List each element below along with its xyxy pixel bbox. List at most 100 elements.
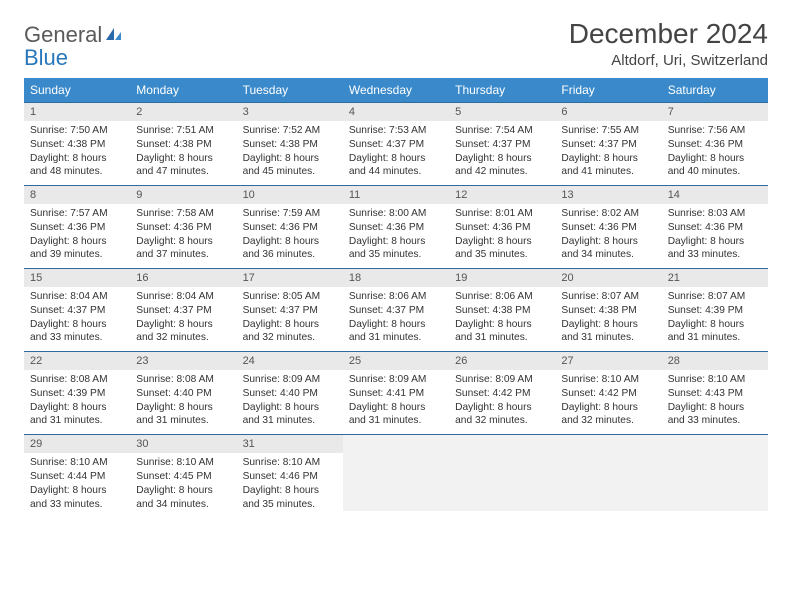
daylight-text: Daylight: 8 hours [349, 235, 443, 249]
daylight-text: and 45 minutes. [243, 165, 337, 179]
day-number: 25 [343, 352, 449, 370]
daylight-text: Daylight: 8 hours [243, 484, 337, 498]
sunset-text: Sunset: 4:42 PM [455, 387, 549, 401]
daylight-text: and 47 minutes. [136, 165, 230, 179]
day-body: Sunrise: 8:06 AMSunset: 4:37 PMDaylight:… [343, 287, 449, 351]
day-body: Sunrise: 8:09 AMSunset: 4:42 PMDaylight:… [449, 370, 555, 434]
day-cell: 8Sunrise: 7:57 AMSunset: 4:36 PMDaylight… [24, 186, 130, 269]
daylight-text: Daylight: 8 hours [668, 235, 762, 249]
sunrise-text: Sunrise: 8:05 AM [243, 290, 337, 304]
sunset-text: Sunset: 4:37 PM [243, 304, 337, 318]
daylight-text: and 37 minutes. [136, 248, 230, 262]
day-cell: 10Sunrise: 7:59 AMSunset: 4:36 PMDayligh… [237, 186, 343, 269]
daylight-text: and 35 minutes. [243, 498, 337, 512]
daylight-text: Daylight: 8 hours [668, 152, 762, 166]
day-cell: 15 Sunrise: 8:04 AMSunset: 4:37 PMDayligh… [24, 269, 130, 352]
day-number: 18 [343, 269, 449, 287]
day-header-tue: Tuesday [237, 78, 343, 103]
daylight-text: Daylight: 8 hours [455, 318, 549, 332]
daylight-text: and 31 minutes. [136, 414, 230, 428]
day-body: Sunrise: 8:08 AMSunset: 4:39 PMDaylight:… [24, 370, 130, 434]
daylight-text: Daylight: 8 hours [136, 401, 230, 415]
sunset-text: Sunset: 4:40 PM [136, 387, 230, 401]
daylight-text: and 33 minutes. [30, 498, 124, 512]
week-row: 15Sunrise: 8:04 AMSunset: 4:37 PMDayligh… [24, 269, 768, 352]
day-cell: 7Sunrise: 7:56 AMSunset: 4:36 PMDaylight… [662, 103, 768, 186]
sunrise-text: Sunrise: 8:06 AM [349, 290, 443, 304]
day-number: 12 [449, 186, 555, 204]
daylight-text: Daylight: 8 hours [243, 401, 337, 415]
sunrise-text: Sunrise: 7:51 AM [136, 124, 230, 138]
day-number: 9 [130, 186, 236, 204]
sunrise-text: Sunrise: 7:54 AM [455, 124, 549, 138]
daylight-text: Daylight: 8 hours [243, 152, 337, 166]
daylight-text: and 32 minutes. [561, 414, 655, 428]
sunrise-text: Sunrise: 7:55 AM [561, 124, 655, 138]
day-body: Sunrise: 7:52 AMSunset: 4:38 PMDaylight:… [237, 121, 343, 185]
day-body: Sunrise: 7:58 AMSunset: 4:36 PMDaylight:… [130, 204, 236, 268]
sunrise-text: Sunrise: 8:08 AM [136, 373, 230, 387]
daylight-text: Daylight: 8 hours [136, 235, 230, 249]
sunrise-text: Sunrise: 8:07 AM [668, 290, 762, 304]
sunset-text: Sunset: 4:36 PM [30, 221, 124, 235]
daylight-text: and 39 minutes. [30, 248, 124, 262]
sunrise-text: Sunrise: 8:08 AM [30, 373, 124, 387]
daylight-text: and 31 minutes. [243, 414, 337, 428]
sunset-text: Sunset: 4:38 PM [561, 304, 655, 318]
week-row: 8Sunrise: 7:57 AMSunset: 4:36 PMDaylight… [24, 186, 768, 269]
sunrise-text: Sunrise: 8:07 AM [561, 290, 655, 304]
day-number: 19 [449, 269, 555, 287]
day-cell: 16Sunrise: 8:04 AMSunset: 4:37 PMDayligh… [130, 269, 236, 352]
sunset-text: Sunset: 4:37 PM [30, 304, 124, 318]
sunset-text: Sunset: 4:36 PM [455, 221, 549, 235]
title-block: December 2024 Altdorf, Uri, Switzerland [569, 18, 768, 69]
daylight-text: Daylight: 8 hours [455, 152, 549, 166]
sunset-text: Sunset: 4:36 PM [668, 138, 762, 152]
day-number: 1 [24, 103, 130, 121]
day-body-empty [343, 453, 449, 511]
sunset-text: Sunset: 4:36 PM [668, 221, 762, 235]
sunrise-text: Sunrise: 7:56 AM [668, 124, 762, 138]
daylight-text: and 32 minutes. [136, 331, 230, 345]
day-cell: 2Sunrise: 7:51 AMSunset: 4:38 PMDaylight… [130, 103, 236, 186]
day-number: 7 [662, 103, 768, 121]
daylight-text: Daylight: 8 hours [30, 318, 124, 332]
day-header-fri: Friday [555, 78, 661, 103]
day-body: Sunrise: 8:05 AMSunset: 4:37 PMDaylight:… [237, 287, 343, 351]
daylight-text: Daylight: 8 hours [136, 484, 230, 498]
day-cell: 31Sunrise: 8:10 AMSunset: 4:46 PMDayligh… [237, 435, 343, 518]
day-number: 17 [237, 269, 343, 287]
daylight-text: Daylight: 8 hours [30, 152, 124, 166]
logo-text-general: General [24, 22, 102, 47]
day-body-empty [555, 453, 661, 511]
daylight-text: Daylight: 8 hours [561, 401, 655, 415]
daylight-text: Daylight: 8 hours [136, 318, 230, 332]
day-number: 3 [237, 103, 343, 121]
day-number-empty [662, 435, 768, 453]
day-number: 15 [24, 269, 130, 287]
week-row: 1Sunrise: 7:50 AMSunset: 4:38 PMDaylight… [24, 103, 768, 186]
day-number-empty [555, 435, 661, 453]
sunset-text: Sunset: 4:45 PM [136, 470, 230, 484]
sunrise-text: Sunrise: 8:04 AM [30, 290, 124, 304]
sunrise-text: Sunrise: 7:50 AM [30, 124, 124, 138]
day-body: Sunrise: 8:02 AMSunset: 4:36 PMDaylight:… [555, 204, 661, 268]
daylight-text: Daylight: 8 hours [243, 235, 337, 249]
day-cell [555, 435, 661, 518]
day-cell: 21Sunrise: 8:07 AMSunset: 4:39 PMDayligh… [662, 269, 768, 352]
day-cell: 18Sunrise: 8:06 AMSunset: 4:37 PMDayligh… [343, 269, 449, 352]
day-body: Sunrise: 8:10 AMSunset: 4:46 PMDaylight:… [237, 453, 343, 517]
day-header-mon: Monday [130, 78, 236, 103]
week-row: 22Sunrise: 8:08 AMSunset: 4:39 PMDayligh… [24, 352, 768, 435]
daylight-text: and 31 minutes. [561, 331, 655, 345]
day-number: 22 [24, 352, 130, 370]
daylight-text: and 41 minutes. [561, 165, 655, 179]
day-number: 6 [555, 103, 661, 121]
month-title: December 2024 [569, 18, 768, 50]
day-body: Sunrise: 8:04 AMSunset: 4:37 PMDaylight:… [130, 287, 236, 351]
day-body: Sunrise: 8:10 AMSunset: 4:43 PMDaylight:… [662, 370, 768, 434]
day-number: 26 [449, 352, 555, 370]
day-body: Sunrise: 7:56 AMSunset: 4:36 PMDaylight:… [662, 121, 768, 185]
day-number: 10 [237, 186, 343, 204]
sunrise-text: Sunrise: 8:10 AM [30, 456, 124, 470]
